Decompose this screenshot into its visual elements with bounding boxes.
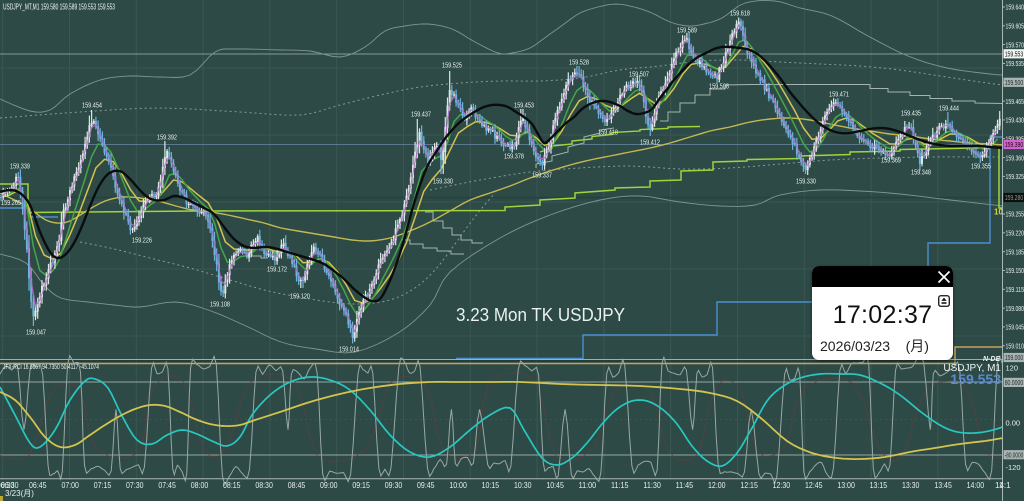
svg-text:159.355: 159.355 — [971, 162, 991, 171]
svg-text:USDJPY_MT,M1 159.580 159.589: USDJPY_MT,M1 159.580 159.589 159.553 159… — [3, 3, 115, 12]
svg-text:159.605: 159.605 — [1006, 22, 1024, 31]
svg-text:07:00: 07:00 — [61, 481, 79, 490]
svg-text:09:45: 09:45 — [417, 481, 435, 490]
svg-text:159.080: 159.080 — [1006, 304, 1024, 313]
svg-text:11:45: 11:45 — [676, 481, 694, 490]
svg-text:-80.0000: -80.0000 — [1005, 450, 1024, 459]
svg-text:159.535: 159.535 — [1006, 59, 1024, 68]
svg-text:159.360: 159.360 — [1006, 153, 1024, 162]
svg-text:13:00: 13:00 — [837, 481, 855, 490]
svg-text:-120: -120 — [1006, 463, 1021, 472]
svg-text:159.220: 159.220 — [1006, 229, 1024, 238]
svg-text:08:30: 08:30 — [255, 481, 273, 490]
svg-text:159.618: 159.618 — [730, 9, 750, 18]
svg-text:06:30: 06:30 — [0, 481, 15, 490]
svg-text:159.265: 159.265 — [1, 198, 21, 207]
svg-text:13:15: 13:15 — [870, 481, 888, 490]
svg-text:159.010: 159.010 — [1006, 342, 1024, 351]
svg-text:09:15: 09:15 — [352, 481, 370, 490]
svg-text:3/23(月): 3/23(月) — [5, 489, 34, 498]
svg-text:159.418: 159.418 — [598, 128, 618, 137]
svg-text:159.390: 159.390 — [1005, 140, 1024, 149]
svg-text:08:45: 08:45 — [288, 481, 306, 490]
svg-text:12:45: 12:45 — [805, 481, 823, 490]
svg-text:12:15: 12:15 — [740, 481, 758, 490]
svg-text:3.23 Mon TK USDJPY: 3.23 Mon TK USDJPY — [456, 304, 625, 325]
svg-text:80.0000: 80.0000 — [1005, 378, 1024, 387]
svg-text:159.348: 159.348 — [911, 168, 931, 177]
svg-text:09:00: 09:00 — [320, 481, 338, 490]
svg-text:159.014: 159.014 — [339, 345, 359, 354]
svg-text:159.437: 159.437 — [411, 110, 431, 119]
svg-text:159.000: 159.000 — [1005, 353, 1024, 362]
svg-text:10:45: 10:45 — [546, 481, 564, 490]
svg-text:159.226: 159.226 — [132, 236, 152, 245]
svg-text:159.392: 159.392 — [157, 133, 177, 142]
svg-text:159.369: 159.369 — [881, 156, 901, 165]
svg-text:159.185: 159.185 — [1006, 247, 1024, 256]
svg-text:159.120: 159.120 — [290, 292, 310, 301]
svg-text:12:30: 12:30 — [773, 481, 791, 490]
svg-text:10:15: 10:15 — [482, 481, 500, 490]
svg-text:159.444: 159.444 — [939, 104, 959, 113]
svg-text:159.500: 159.500 — [1005, 78, 1024, 87]
svg-text:12:00: 12:00 — [708, 481, 726, 490]
svg-text:11:15: 11:15 — [611, 481, 629, 490]
svg-text:159.508: 159.508 — [709, 82, 729, 91]
svg-text:159.172: 159.172 — [267, 265, 287, 274]
svg-text:07:15: 07:15 — [94, 481, 112, 490]
svg-text:159.115: 159.115 — [1006, 285, 1024, 294]
svg-text:159.525: 159.525 — [442, 61, 462, 70]
svg-text:159.553: 159.553 — [1005, 50, 1024, 59]
svg-text:120: 120 — [1006, 364, 1019, 373]
svg-text:159.430: 159.430 — [1006, 116, 1024, 125]
svg-text:159.337: 159.337 — [532, 171, 552, 180]
svg-text:159.589: 159.589 — [677, 26, 697, 35]
svg-text:09:30: 09:30 — [385, 481, 403, 490]
svg-text:159.528: 159.528 — [569, 58, 589, 67]
svg-text:14:1: 14:1 — [995, 481, 1011, 490]
svg-text:10:30: 10:30 — [514, 481, 532, 490]
svg-text:159.640: 159.640 — [1006, 3, 1024, 12]
svg-text:159.453: 159.453 — [514, 101, 534, 110]
svg-text:159.045: 159.045 — [1006, 323, 1024, 332]
svg-text:159.280: 159.280 — [1005, 193, 1024, 202]
svg-text:14:00: 14:00 — [967, 481, 985, 490]
svg-text:08:00: 08:00 — [191, 481, 209, 490]
svg-text:159.507: 159.507 — [629, 70, 649, 79]
svg-text:0.00: 0.00 — [1006, 419, 1021, 428]
svg-text:06:30: 06:30 — [1, 481, 19, 490]
svg-text:08:15: 08:15 — [223, 481, 241, 490]
svg-text:10: 10 — [994, 208, 1003, 217]
svg-text:11:00: 11:00 — [579, 481, 597, 490]
svg-text:159.435: 159.435 — [901, 109, 921, 118]
svg-text:07:30: 07:30 — [126, 481, 144, 490]
svg-text:159.047: 159.047 — [26, 328, 46, 337]
svg-text:159.412: 159.412 — [640, 138, 660, 147]
svg-text:159.330: 159.330 — [796, 177, 816, 186]
svg-text:159.471: 159.471 — [829, 90, 849, 99]
svg-text:159.108: 159.108 — [210, 300, 230, 309]
svg-text:159.339: 159.339 — [10, 162, 30, 171]
svg-text:159.330: 159.330 — [433, 177, 453, 186]
svg-text:159.553: 159.553 — [950, 371, 1001, 387]
svg-text:N-DE: N-DE — [983, 356, 1000, 363]
svg-text:159.150: 159.150 — [1006, 266, 1024, 275]
svg-text:USDJPY, M1: USDJPY, M1 — [943, 363, 1001, 374]
svg-text:13:45: 13:45 — [934, 481, 952, 490]
svg-text:06:45: 06:45 — [29, 481, 47, 490]
svg-text:159.325: 159.325 — [1006, 172, 1024, 181]
svg-text:159.378: 159.378 — [504, 152, 524, 161]
svg-text:159.255: 159.255 — [1006, 210, 1024, 219]
svg-text:JFX-RCI 16.6667 94.7350 50.411: JFX-RCI 16.6667 94.7350 50.4117 -45.1074 — [3, 364, 99, 371]
svg-text:11:30: 11:30 — [643, 481, 661, 490]
svg-text:159.465: 159.465 — [1006, 97, 1024, 106]
svg-text:13:30: 13:30 — [902, 481, 920, 490]
svg-text:159.454: 159.454 — [82, 101, 102, 110]
svg-text:159.395: 159.395 — [1006, 134, 1024, 143]
svg-text:10:00: 10:00 — [449, 481, 467, 490]
svg-text:159.570: 159.570 — [1006, 40, 1024, 49]
svg-text:07:45: 07:45 — [158, 481, 176, 490]
